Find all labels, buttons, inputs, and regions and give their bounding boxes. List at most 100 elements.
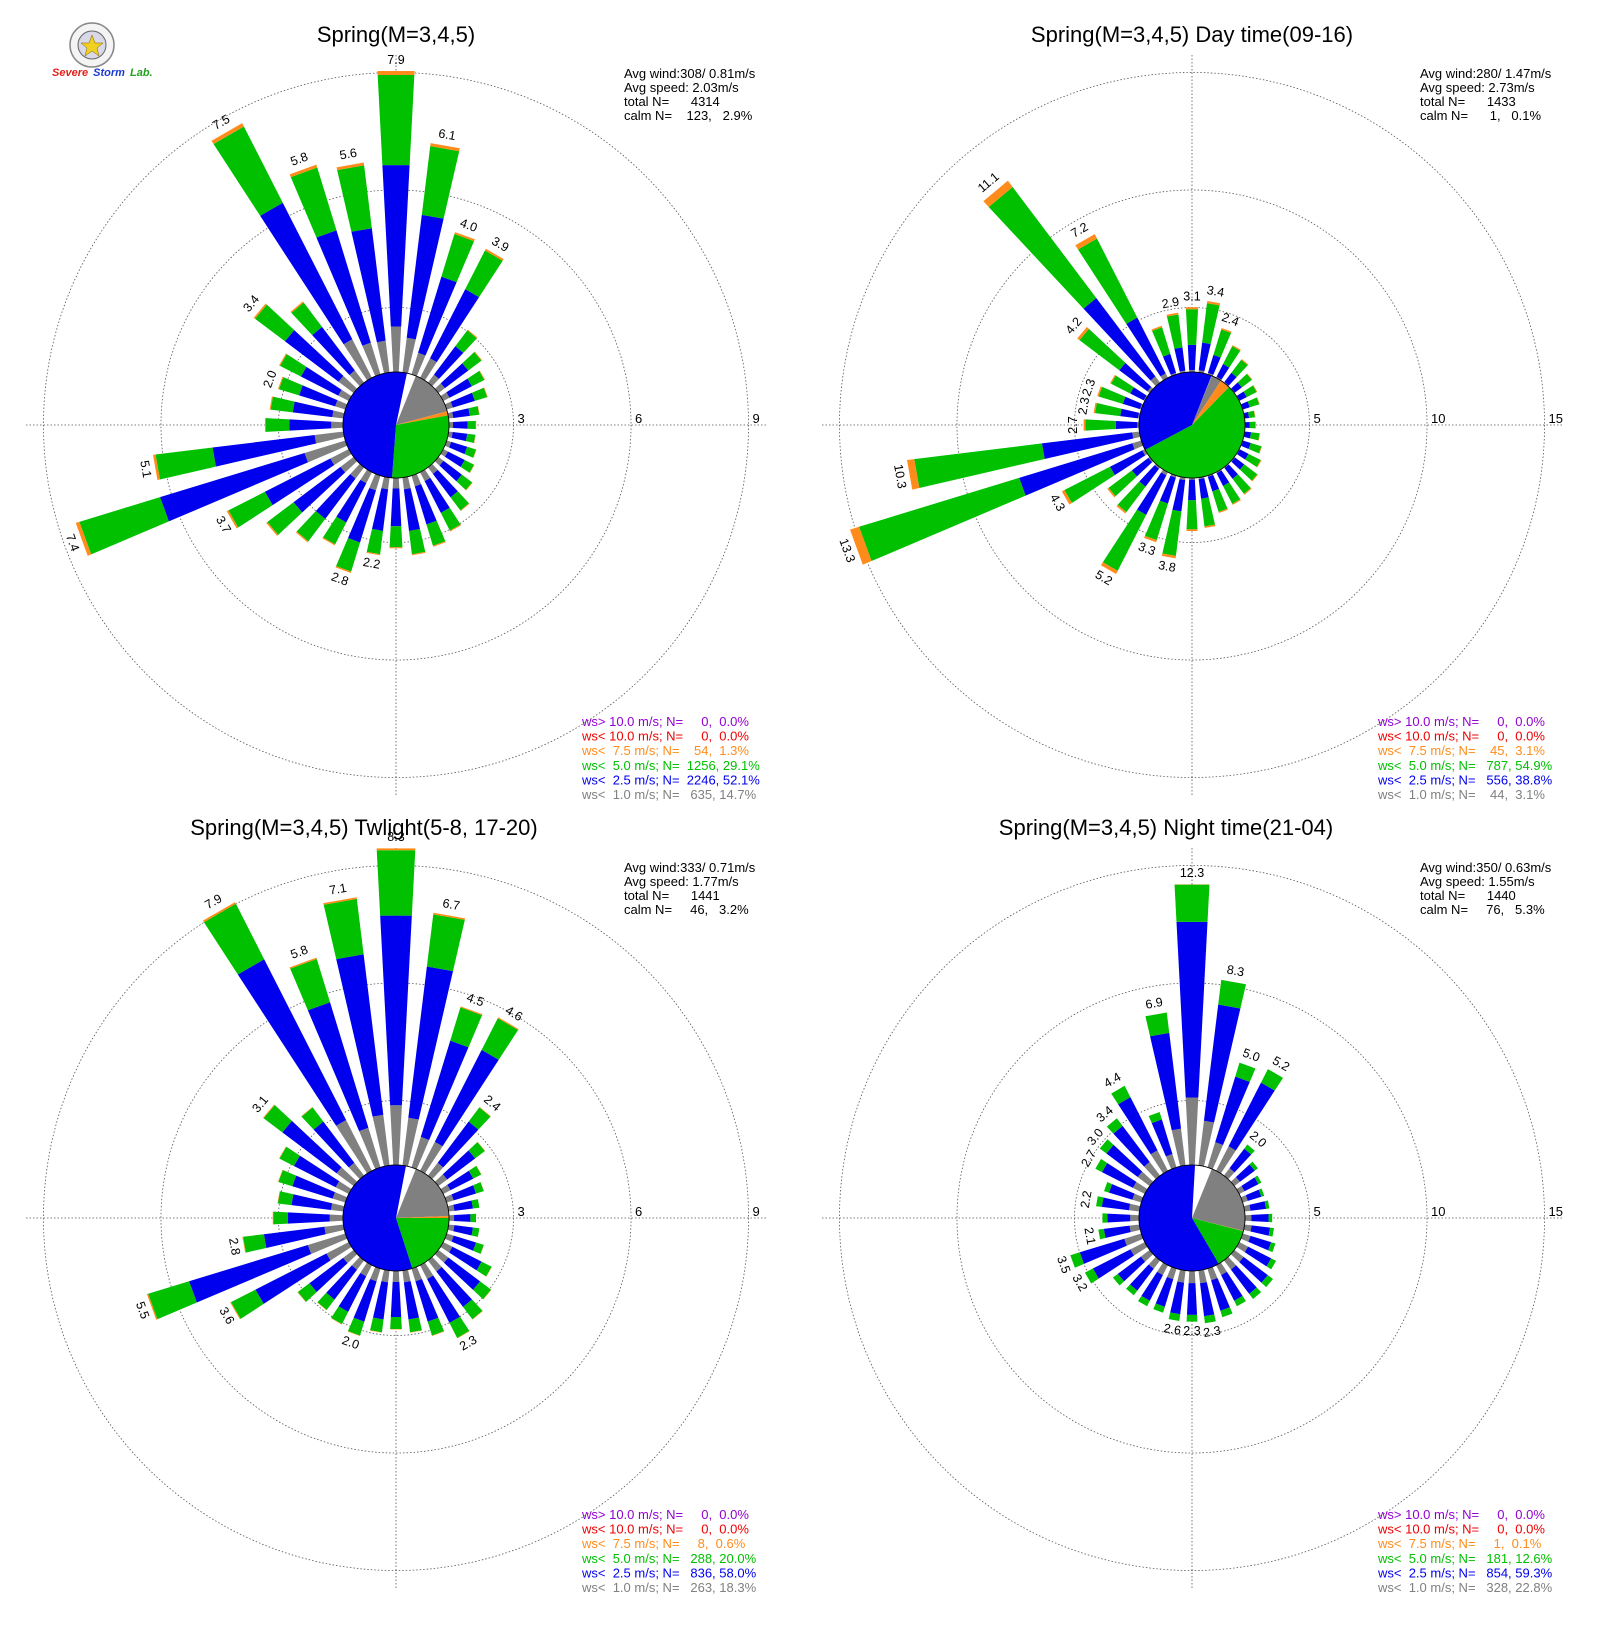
bar-segment-blue (1237, 449, 1249, 460)
bar-segment-blue (403, 1281, 420, 1320)
bar-segment-green (481, 1018, 519, 1060)
bar-segment-gray (1216, 469, 1222, 474)
direction-bar (75, 440, 348, 556)
legend-entry-orange: ws< 7.5 m/s; N= 54, 1.3% (581, 743, 749, 758)
bar-segment-orange (1258, 433, 1261, 441)
bar-segment-gray (1139, 403, 1144, 410)
pie-slice-gray (396, 1168, 449, 1218)
stat-calm-n: calm N= 123, 2.9% (624, 108, 753, 123)
bar-segment-blue (427, 1275, 461, 1323)
bar-segment-gray (1124, 1233, 1144, 1246)
bar-segment-gray (1185, 1097, 1199, 1166)
bar-segment-blue (451, 1235, 477, 1251)
bar-segment-blue (293, 466, 346, 513)
legend-entry-orange: ws< 7.5 m/s; N= 45, 3.1% (1377, 743, 1545, 758)
direction-bar (253, 303, 358, 394)
bar-segment-blue (371, 488, 389, 531)
bar-segment-green (1079, 328, 1126, 371)
legend-entry-purple: ws> 10.0 m/s; N= 0, 0.0% (1377, 714, 1545, 729)
stat-avg-speed: Avg speed: 1.55m/s (1420, 874, 1535, 889)
direction-bar (1230, 373, 1253, 394)
bar-segment-blue (406, 214, 444, 340)
direction-bar (440, 370, 486, 401)
bar-segment-blue (453, 421, 468, 429)
bar-segment-gray (1148, 456, 1154, 463)
direction-bar (1216, 345, 1241, 381)
bar-segment-green (389, 526, 403, 548)
bar-segment-blue (353, 1279, 377, 1322)
stat-avg-speed: Avg speed: 1.77m/s (624, 874, 739, 889)
bar-segment-green (317, 1292, 335, 1310)
bar-segment-gray (330, 449, 352, 466)
bar-segment-blue (1241, 401, 1250, 410)
bar-segment-orange (460, 1006, 483, 1016)
bar-segment-green (230, 1289, 264, 1319)
bar-segment-blue (433, 346, 464, 379)
direction-bar (390, 1270, 402, 1330)
direction-bar (1240, 440, 1263, 454)
bar-segment-orange (264, 418, 266, 432)
bar-segment-orange (226, 510, 239, 529)
direction-bar (1186, 1270, 1198, 1322)
direction-bar (264, 418, 344, 432)
direction-bar (402, 143, 460, 374)
bar-segment-gray (1216, 1146, 1236, 1174)
bar-segment-green (449, 1316, 470, 1338)
bar-value-label: 6.9 (1144, 995, 1164, 1012)
bar-value-label: 2.3 (1202, 1323, 1222, 1340)
bar-segment-gray (411, 352, 426, 377)
bar-value-label: 7.1 (328, 881, 348, 898)
bar-segment-blue (300, 366, 342, 396)
bar-segment-blue (1041, 432, 1134, 460)
bar-segment-blue (436, 1267, 473, 1308)
bar-value-label: 10.3 (891, 463, 909, 489)
bar-segment-gray (1150, 376, 1161, 387)
direction-bar (1098, 1224, 1141, 1240)
bar-segment-orange (1161, 553, 1176, 559)
bar-segment-orange (1241, 358, 1249, 366)
direction-bar (1100, 469, 1168, 575)
bar-segment-blue (1245, 1189, 1262, 1201)
bar-segment-blue (264, 458, 335, 506)
direction-bar (226, 449, 352, 529)
bar-segment-blue (1120, 408, 1139, 419)
windrose-panel-nighttime: Spring(M=3,4,5) Night time(21-04) Avg wi… (822, 815, 1563, 1595)
bar-segment-green (1108, 470, 1137, 497)
direction-bar (336, 162, 390, 374)
bar-segment-gray (1161, 469, 1168, 476)
bar-segment-orange (483, 387, 488, 398)
bar-segment-orange (1144, 535, 1157, 543)
bar-segment-gray (343, 1249, 358, 1264)
bar-segment-orange (469, 464, 475, 474)
rose-plot: 5 10 153.1 3.42.43.83.35.24.313.310.32.72.3… (822, 55, 1563, 795)
direction-bar (1151, 325, 1177, 377)
bar-segment-orange (1218, 508, 1228, 514)
calm-circle-outline (1138, 1164, 1246, 1272)
bar-segment-gray (1142, 449, 1148, 456)
bar-segment-blue (263, 1226, 326, 1248)
stat-total-n: total N= 1440 (1420, 888, 1516, 903)
bar-segment-green (377, 75, 415, 166)
bar-segment-green (323, 898, 364, 960)
bar-segment-blue (453, 1225, 474, 1236)
bar-segment-orange (1256, 397, 1260, 405)
direction-bar (152, 431, 345, 481)
direction-bar (420, 1262, 470, 1339)
bar-segment-green (1168, 1312, 1181, 1321)
bar-segment-orange (330, 1317, 342, 1325)
bar-segment-green (1249, 432, 1260, 441)
calm-speed-pie (1138, 371, 1246, 479)
bar-segment-green (471, 1227, 480, 1237)
direction-bar (402, 912, 466, 1167)
bar-segment-green (322, 516, 347, 545)
legend-entry-purple: ws> 10.0 m/s; N= 0, 0.0% (1377, 1507, 1545, 1522)
bar-segment-orange (1083, 419, 1086, 431)
bar-segment-blue (1207, 354, 1221, 375)
bar-segment-blue (1216, 364, 1230, 380)
bar-segment-orange (335, 566, 352, 573)
bar-segment-orange (266, 521, 279, 536)
bar-segment-blue (1241, 440, 1251, 450)
bar-segment-green (1249, 421, 1256, 429)
direction-bar (447, 1199, 480, 1212)
bar-value-label: 3.0 (1084, 1126, 1106, 1148)
